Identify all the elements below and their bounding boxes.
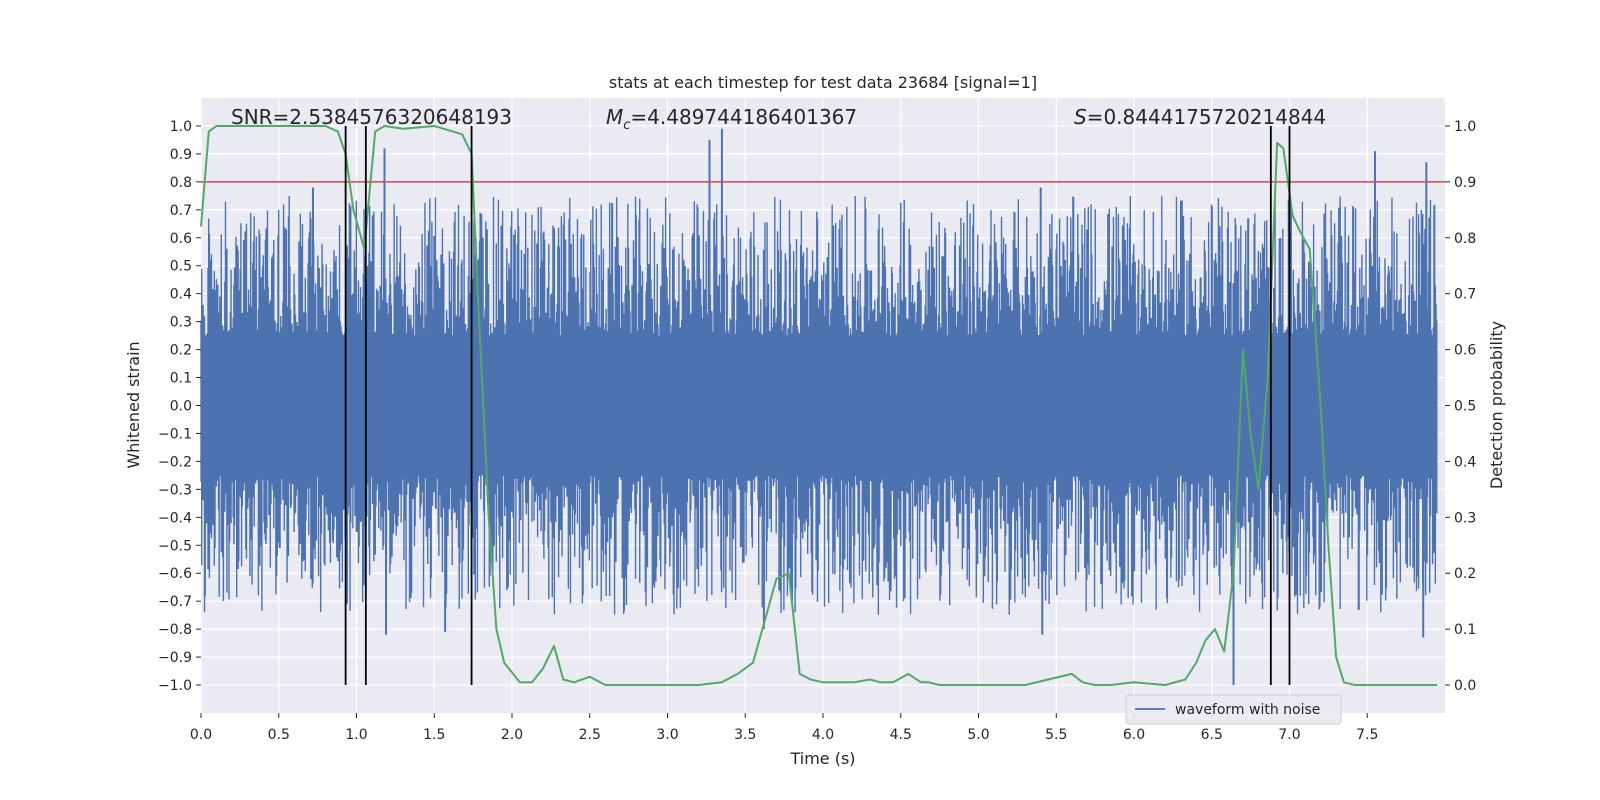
y-axis-left-label: Whitened strain: [124, 341, 143, 468]
x-tick-label: 0.0: [190, 727, 212, 743]
y-left-tick-label: 0.7: [170, 203, 192, 219]
y-left-tick-label: 0.9: [170, 147, 192, 163]
x-tick-label: 3.5: [734, 727, 756, 743]
y-left-tick-label: 0.5: [170, 259, 192, 275]
y-left-tick-label: −0.9: [158, 650, 192, 666]
y-left-tick-label: 0.1: [170, 371, 192, 387]
y-right-tick-label: 0.2: [1454, 566, 1476, 582]
y-left-tick-label: 0.4: [170, 287, 192, 303]
probability-series: [200, 125, 1438, 686]
y-left-tick-label: −0.7: [158, 594, 192, 610]
legend-label-waveform: waveform with noise: [1175, 702, 1320, 718]
x-tick-label: 2.5: [579, 727, 601, 743]
x-tick-label: 4.5: [890, 727, 912, 743]
y-left-tick-label: −0.8: [158, 622, 192, 638]
y-axis-right-label: Detection probability: [1487, 321, 1506, 489]
s-symbol: S: [1074, 105, 1087, 129]
x-tick-label: 6.5: [1201, 727, 1223, 743]
x-tick-label: 3.0: [656, 727, 678, 743]
probability-line: [200, 125, 1438, 686]
y-left-tick-label: 0.8: [170, 175, 192, 191]
x-tick-label: 4.0: [812, 727, 834, 743]
x-tick-label: 5.0: [967, 727, 989, 743]
y-right-tick-label: 0.8: [1454, 231, 1476, 247]
y-right-tick-label: 0.6: [1454, 343, 1476, 359]
vertical-markers: [344, 125, 1291, 686]
y-right-tick-label: 0.3: [1454, 510, 1476, 526]
y-left-tick-label: 0.2: [170, 343, 192, 359]
x-tick-label: 7.0: [1278, 727, 1300, 743]
y-right-tick-label: 0.9: [1454, 175, 1476, 191]
waveform-series: [200, 128, 1438, 686]
y-left-tick-label: 1.0: [170, 119, 192, 135]
x-tick-label: 7.5: [1356, 727, 1378, 743]
snr-annotation: SNR=2.5384576320648193: [231, 105, 512, 129]
s-annotation: S=0.8444175720214844: [1074, 105, 1326, 129]
y-left-tick-label: −0.1: [158, 426, 192, 442]
y-right-tick-label: 0.0: [1454, 678, 1476, 694]
chirp-mass-annotation: Mc=4.489744186401367: [606, 105, 857, 133]
legend: waveform with noise: [1125, 694, 1342, 725]
x-axis-label: Time (s): [789, 749, 855, 768]
y-left-tick-label: −1.0: [158, 678, 192, 694]
x-tick-label: 2.0: [501, 727, 523, 743]
y-left-tick-label: 0.6: [170, 231, 192, 247]
y-left-tick-label: −0.4: [158, 510, 192, 526]
y-left-tick-label: −0.2: [158, 454, 192, 470]
x-tick-label: 0.5: [268, 727, 290, 743]
y-left-tick-label: 0.0: [170, 399, 192, 415]
s-value: =0.8444175720214844: [1087, 105, 1326, 129]
y-axis-left: 1.0 0.9 0.8 0.7 0.6 0.5 0.4 0.3 0.2 0.1 0.0 −0.1 −0.…: [158, 119, 201, 694]
y-left-tick-label: −0.3: [158, 482, 192, 498]
x-axis: 0.0 0.5 1.0 1.5 2.0 2.5 3.0 3.5 4.0 4.5 5.0 5.5 6.0 6…: [190, 713, 1378, 743]
y-left-tick-label: −0.6: [158, 566, 192, 582]
y-right-tick-label: 1.0: [1454, 119, 1476, 135]
y-right-tick-label: 0.5: [1454, 399, 1476, 415]
x-tick-label: 1.0: [345, 727, 367, 743]
y-left-tick-label: −0.5: [158, 538, 192, 554]
x-tick-label: 6.0: [1123, 727, 1145, 743]
y-right-tick-label: 0.4: [1454, 454, 1476, 470]
y-right-tick-label: 0.1: [1454, 622, 1476, 638]
y-left-tick-label: 0.3: [170, 315, 192, 331]
y-axis-right: 1.0 0.9 0.8 0.7 0.6 0.5 0.4 0.3 0.2 0.1 0.0: [1445, 119, 1476, 694]
x-tick-label: 1.5: [423, 727, 445, 743]
legend-box: [1125, 694, 1342, 725]
chirp-mass-subscript: c: [623, 118, 630, 133]
x-tick-label: 5.5: [1045, 727, 1067, 743]
waveform-trace: [200, 196, 1438, 615]
chirp-mass-symbol: M: [606, 105, 623, 129]
chirp-mass-value: =4.489744186401367: [630, 105, 857, 129]
y-right-tick-label: 0.7: [1454, 287, 1476, 303]
chart-title: stats at each timestep for test data 236…: [609, 73, 1037, 92]
